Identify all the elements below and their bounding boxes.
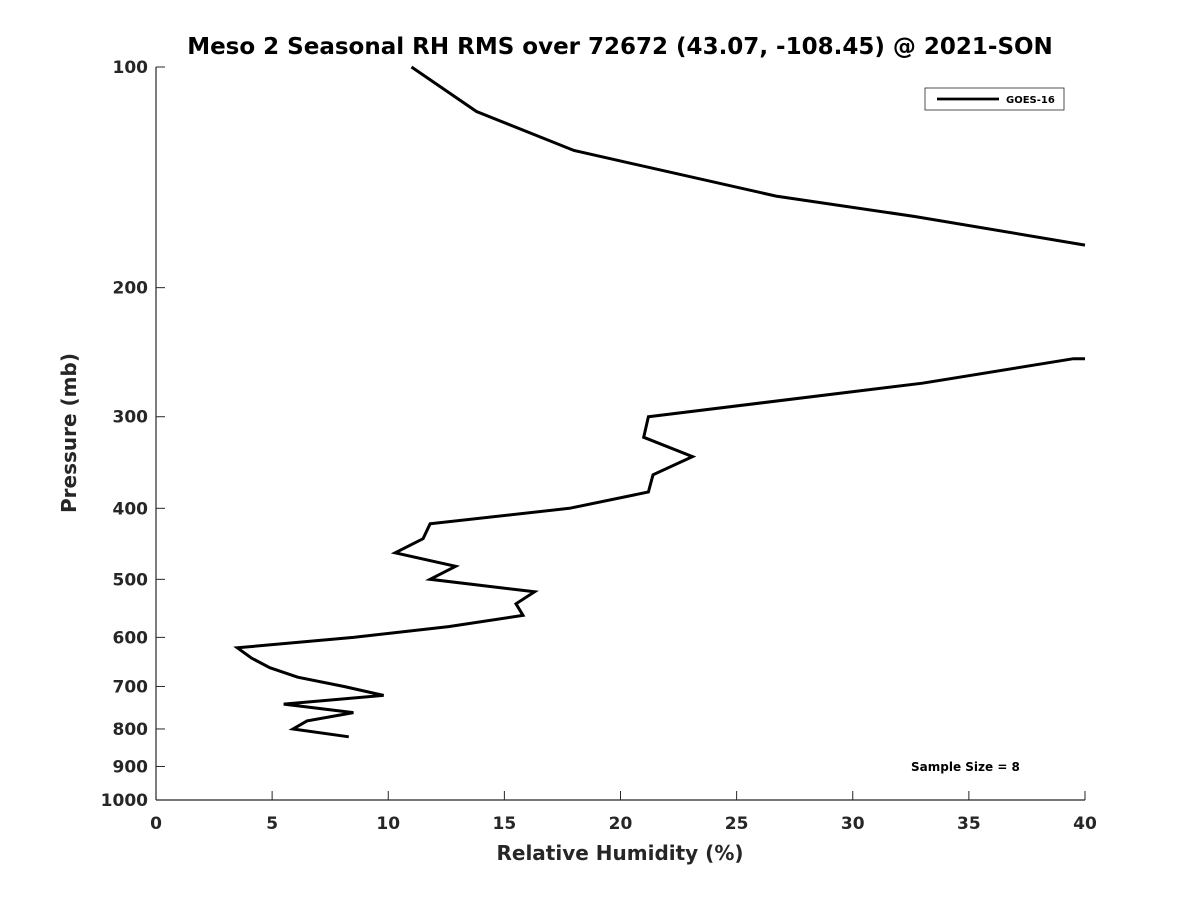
y-axis-label: Pressure (mb) bbox=[57, 353, 81, 513]
series-line-goes-16 bbox=[410, 65, 1086, 247]
x-axis-ticks: 0 5 10 15 20 25 30 35 40 bbox=[150, 791, 1097, 834]
y-tick-label: 600 bbox=[113, 628, 149, 648]
sample-size-annotation: Sample Size = 8 bbox=[911, 760, 1020, 774]
y-tick-label: 700 bbox=[113, 677, 149, 697]
legend-entry-goes-16: GOES-16 bbox=[1006, 95, 1055, 106]
x-tick-label: 0 bbox=[150, 814, 162, 834]
series-line-goes-16 bbox=[233, 357, 1085, 739]
y-tick-label: 1000 bbox=[101, 791, 148, 811]
y-tick-label: 300 bbox=[113, 408, 149, 428]
series-lines bbox=[233, 65, 1086, 739]
y-tick-label: 400 bbox=[113, 499, 149, 519]
chart-title: Meso 2 Seasonal RH RMS over 72672 (43.07… bbox=[187, 34, 1053, 60]
y-axis-ticks: 100 200 300 400 500 600 700 800 900 1000 bbox=[101, 58, 165, 811]
x-tick-label: 10 bbox=[376, 814, 400, 834]
y-tick-label: 200 bbox=[113, 279, 149, 299]
x-tick-label: 25 bbox=[725, 814, 749, 834]
y-tick-label: 100 bbox=[113, 58, 149, 78]
plot-area bbox=[156, 67, 1085, 800]
x-tick-label: 30 bbox=[841, 814, 865, 834]
x-tick-label: 40 bbox=[1073, 814, 1097, 834]
x-tick-label: 20 bbox=[609, 814, 633, 834]
y-tick-label: 800 bbox=[113, 720, 149, 740]
y-tick-label: 500 bbox=[113, 570, 149, 590]
legend: GOES-16 bbox=[924, 87, 1065, 111]
x-tick-label: 35 bbox=[957, 814, 981, 834]
x-axis-label: Relative Humidity (%) bbox=[496, 841, 743, 865]
y-tick-label: 900 bbox=[113, 757, 149, 777]
x-tick-label: 15 bbox=[493, 814, 517, 834]
x-tick-label: 5 bbox=[266, 814, 278, 834]
